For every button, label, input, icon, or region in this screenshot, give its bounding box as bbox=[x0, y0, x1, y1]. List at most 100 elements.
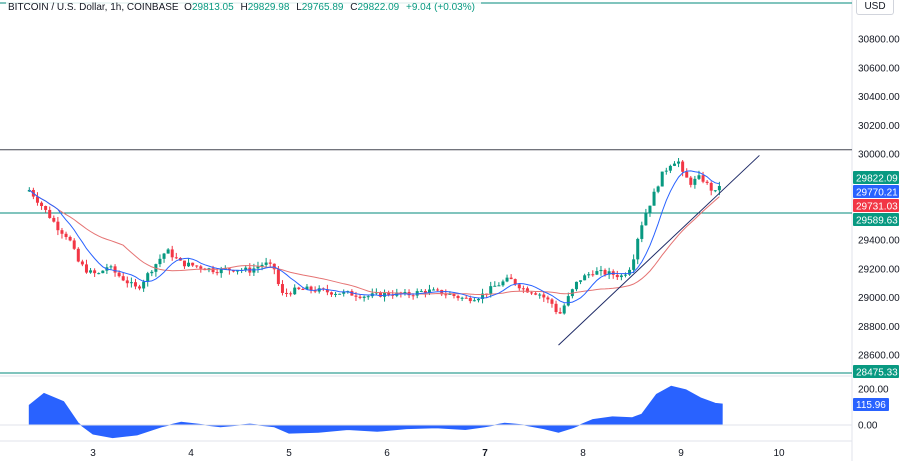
candle-body bbox=[387, 292, 391, 295]
price-badge-label: 29589.63 bbox=[856, 216, 898, 227]
candle-body bbox=[285, 292, 289, 294]
price-badge-label: 29822.09 bbox=[856, 174, 898, 185]
candle-body bbox=[689, 177, 693, 185]
candle-body bbox=[211, 268, 215, 273]
price-badge bbox=[853, 213, 899, 226]
candle-body bbox=[583, 275, 587, 281]
candle-body bbox=[517, 284, 521, 289]
candle-body bbox=[84, 264, 88, 273]
candle-body bbox=[636, 238, 640, 260]
price-badge bbox=[853, 365, 899, 378]
price-tick-label: 30600.00 bbox=[858, 63, 900, 74]
candle-body bbox=[223, 268, 227, 270]
candle-body bbox=[40, 202, 44, 207]
currency-button[interactable]: USD bbox=[856, 0, 894, 15]
candle-body bbox=[672, 163, 676, 166]
candle-body bbox=[52, 217, 56, 222]
candle-body bbox=[199, 266, 203, 269]
candle-body bbox=[309, 286, 313, 291]
low-value: 29765.89 bbox=[301, 2, 344, 13]
candle-body bbox=[656, 186, 660, 192]
candle-body bbox=[476, 298, 480, 301]
candle-body bbox=[219, 268, 223, 274]
candle-body bbox=[615, 274, 619, 278]
candle-body bbox=[648, 205, 652, 214]
candle-body bbox=[170, 249, 174, 258]
candle-body bbox=[305, 286, 309, 290]
fast-moving-average bbox=[28, 170, 720, 304]
candle-body bbox=[174, 257, 178, 259]
candle-body bbox=[338, 293, 342, 295]
candle-body bbox=[579, 280, 583, 282]
candle-body bbox=[354, 295, 358, 297]
candle-body bbox=[260, 264, 264, 267]
oscillator-area bbox=[28, 385, 723, 439]
oscillator-tick-label: 200.00 bbox=[858, 385, 889, 396]
candle-body bbox=[117, 272, 121, 277]
candle-body bbox=[383, 292, 387, 297]
candle-body bbox=[481, 293, 485, 299]
price-tick-label: 28800.00 bbox=[858, 322, 900, 333]
price-badge bbox=[853, 185, 899, 198]
candle-body bbox=[623, 274, 627, 276]
candle-body bbox=[166, 249, 170, 254]
candle-body bbox=[521, 288, 525, 290]
candle-body bbox=[542, 294, 546, 298]
candle-body bbox=[93, 270, 97, 274]
candle-body bbox=[505, 277, 509, 282]
candle-body bbox=[713, 190, 717, 192]
trendline[interactable] bbox=[558, 155, 760, 346]
candle-body bbox=[644, 213, 648, 226]
candle-body bbox=[133, 282, 137, 287]
candle-body bbox=[419, 290, 423, 292]
candle-body bbox=[497, 285, 501, 287]
candle-body bbox=[276, 269, 280, 285]
candle-body bbox=[530, 292, 534, 294]
open-value: 29813.05 bbox=[191, 2, 234, 13]
price-tick-label: 30800.00 bbox=[858, 35, 900, 46]
candle-body bbox=[415, 291, 419, 296]
candle-body bbox=[591, 274, 595, 276]
candle-body bbox=[227, 268, 231, 271]
candle-body bbox=[236, 270, 240, 272]
candle-body bbox=[158, 258, 162, 265]
candle-body bbox=[342, 291, 346, 294]
candle-body bbox=[358, 296, 362, 298]
candle-body bbox=[595, 271, 599, 275]
candle-body bbox=[121, 276, 125, 281]
candle-body bbox=[301, 289, 305, 291]
candle-body bbox=[599, 269, 603, 272]
candle-body bbox=[350, 291, 354, 296]
time-tick-label: 6 bbox=[384, 448, 390, 459]
candle-body bbox=[252, 268, 256, 273]
candle-body bbox=[329, 292, 333, 295]
price-tick-label: 30400.00 bbox=[858, 92, 900, 103]
candle-body bbox=[56, 221, 60, 231]
price-tick-label: 30000.00 bbox=[858, 150, 900, 161]
candle-body bbox=[423, 290, 427, 293]
candle-body bbox=[244, 267, 248, 270]
candle-body bbox=[640, 225, 644, 239]
candle-body bbox=[632, 259, 636, 270]
candle-body bbox=[558, 312, 562, 314]
candle-body bbox=[150, 271, 154, 274]
candle-body bbox=[191, 262, 195, 266]
candle-body bbox=[35, 196, 39, 203]
price-badge-label: 29770.21 bbox=[856, 188, 898, 199]
close-value: 29822.09 bbox=[357, 2, 400, 13]
candle-body bbox=[182, 260, 186, 267]
candle-body bbox=[444, 294, 448, 296]
candle-body bbox=[534, 293, 538, 295]
high-label: H bbox=[240, 2, 248, 13]
candle-body bbox=[448, 293, 452, 295]
candle-body bbox=[366, 296, 370, 298]
candle-body bbox=[717, 185, 721, 191]
candle-body bbox=[464, 297, 468, 299]
candle-body bbox=[660, 171, 664, 187]
candle-body bbox=[101, 270, 105, 274]
time-tick-label: 4 bbox=[188, 448, 194, 459]
candle-body bbox=[231, 270, 235, 272]
candle-body bbox=[603, 269, 607, 275]
candle-body bbox=[142, 281, 146, 289]
